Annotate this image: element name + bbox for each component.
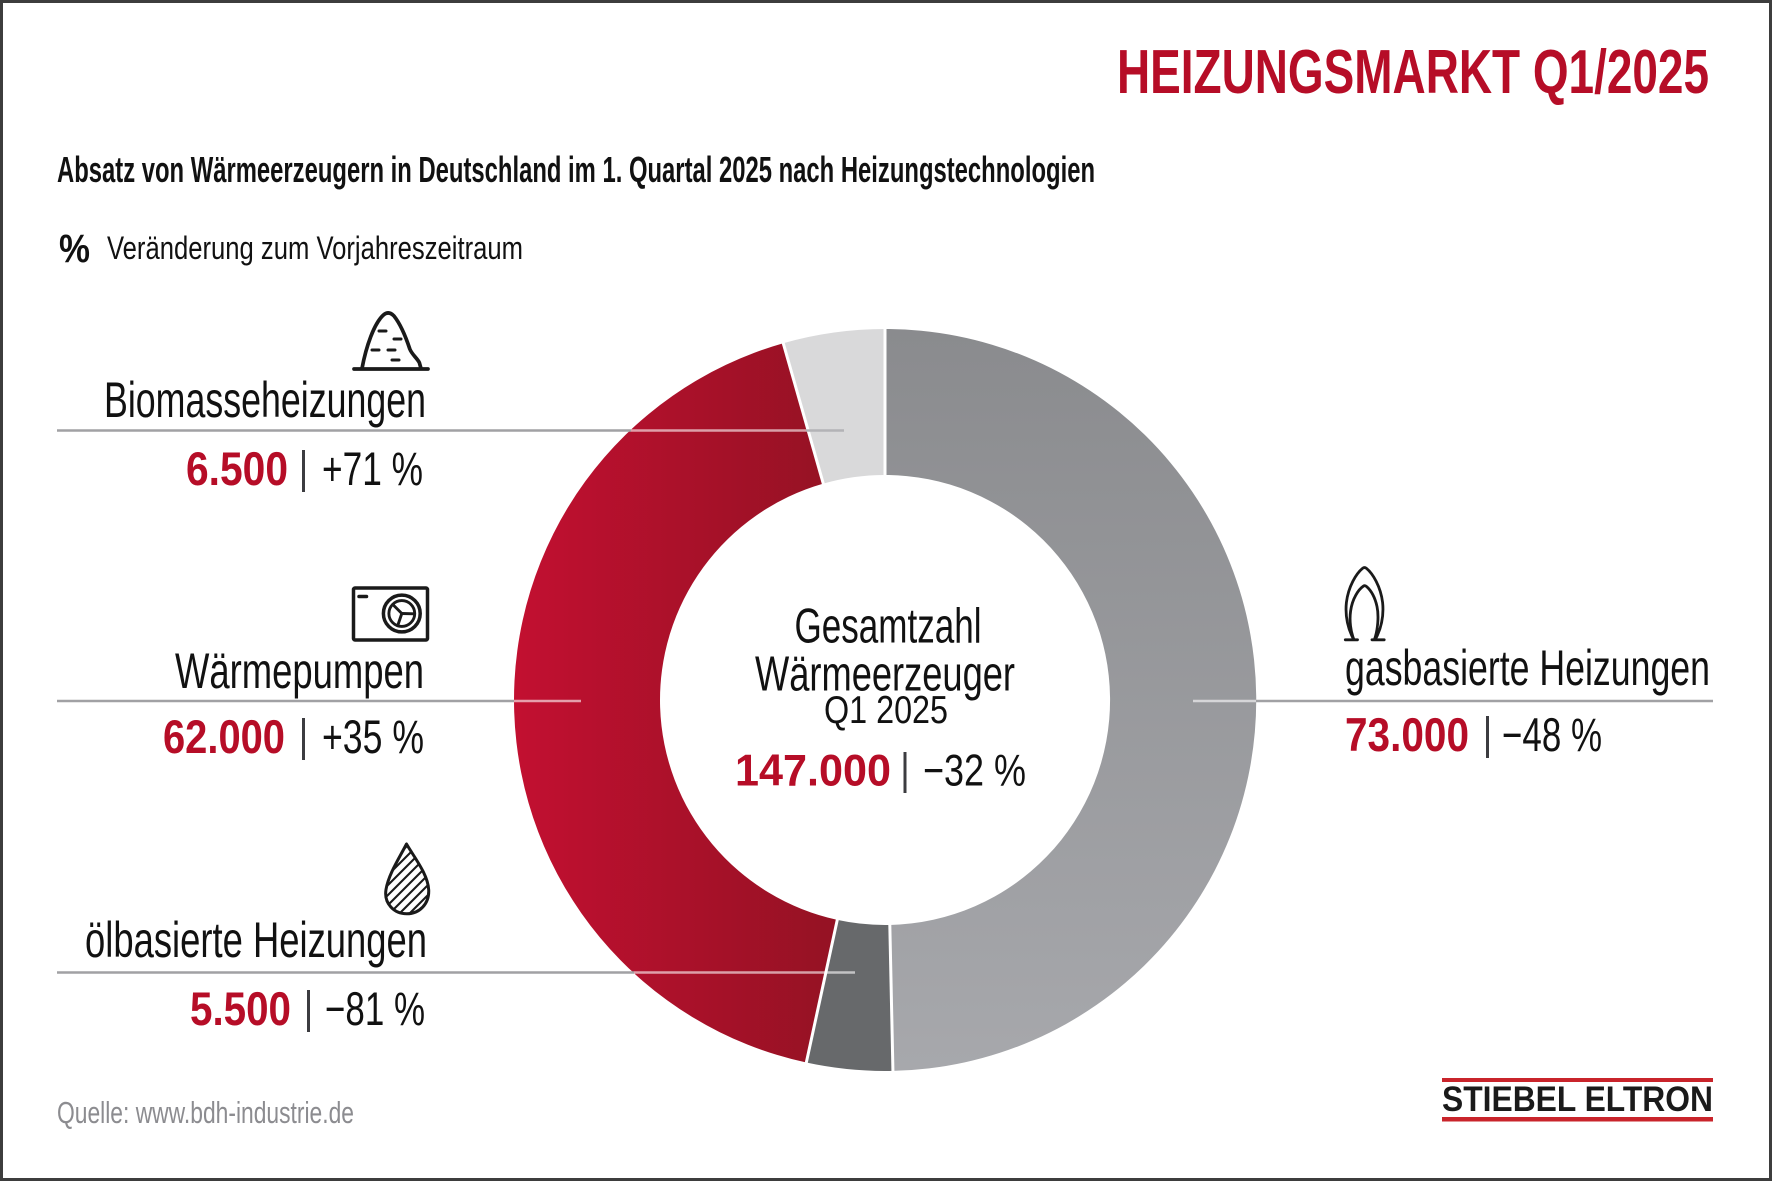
svg-text:−32 %: −32 % bbox=[923, 747, 1026, 796]
svg-text:−48 %: −48 % bbox=[1502, 708, 1602, 761]
svg-text:+71 %: +71 % bbox=[322, 442, 423, 495]
svg-text:62.000: 62.000 bbox=[163, 710, 285, 763]
svg-text:Biomasseheizungen: Biomasseheizungen bbox=[104, 372, 426, 428]
svg-text:147.000: 147.000 bbox=[735, 747, 891, 796]
svg-text:73.000: 73.000 bbox=[1345, 708, 1469, 761]
svg-text:6.500: 6.500 bbox=[186, 442, 288, 495]
svg-text:HEIZUNGSMARKT Q1/2025: HEIZUNGSMARKT Q1/2025 bbox=[1117, 38, 1709, 107]
svg-text:ölbasierte Heizungen: ölbasierte Heizungen bbox=[85, 912, 427, 968]
svg-text:Gesamtzahl: Gesamtzahl bbox=[795, 600, 982, 654]
svg-text:STIEBEL ELTRON: STIEBEL ELTRON bbox=[1442, 1080, 1713, 1119]
svg-text:5.500: 5.500 bbox=[190, 982, 291, 1035]
svg-text:Wärmepumpen: Wärmepumpen bbox=[175, 643, 424, 699]
svg-text:Veränderung zum Vorjahreszeitr: Veränderung zum Vorjahreszeitraum bbox=[107, 230, 523, 266]
svg-text:Absatz von Wärmeerzeugern in D: Absatz von Wärmeerzeugern in Deutschland… bbox=[57, 149, 1095, 190]
svg-text:Quelle: www.bdh-industrie.de: Quelle: www.bdh-industrie.de bbox=[57, 1095, 354, 1130]
svg-text:−81 %: −81 % bbox=[325, 982, 425, 1035]
svg-text:+35 %: +35 % bbox=[322, 710, 424, 763]
svg-text:%: % bbox=[59, 227, 90, 271]
svg-text:gasbasierte Heizungen: gasbasierte Heizungen bbox=[1345, 640, 1710, 696]
svg-text:Q1 2025: Q1 2025 bbox=[824, 689, 948, 732]
